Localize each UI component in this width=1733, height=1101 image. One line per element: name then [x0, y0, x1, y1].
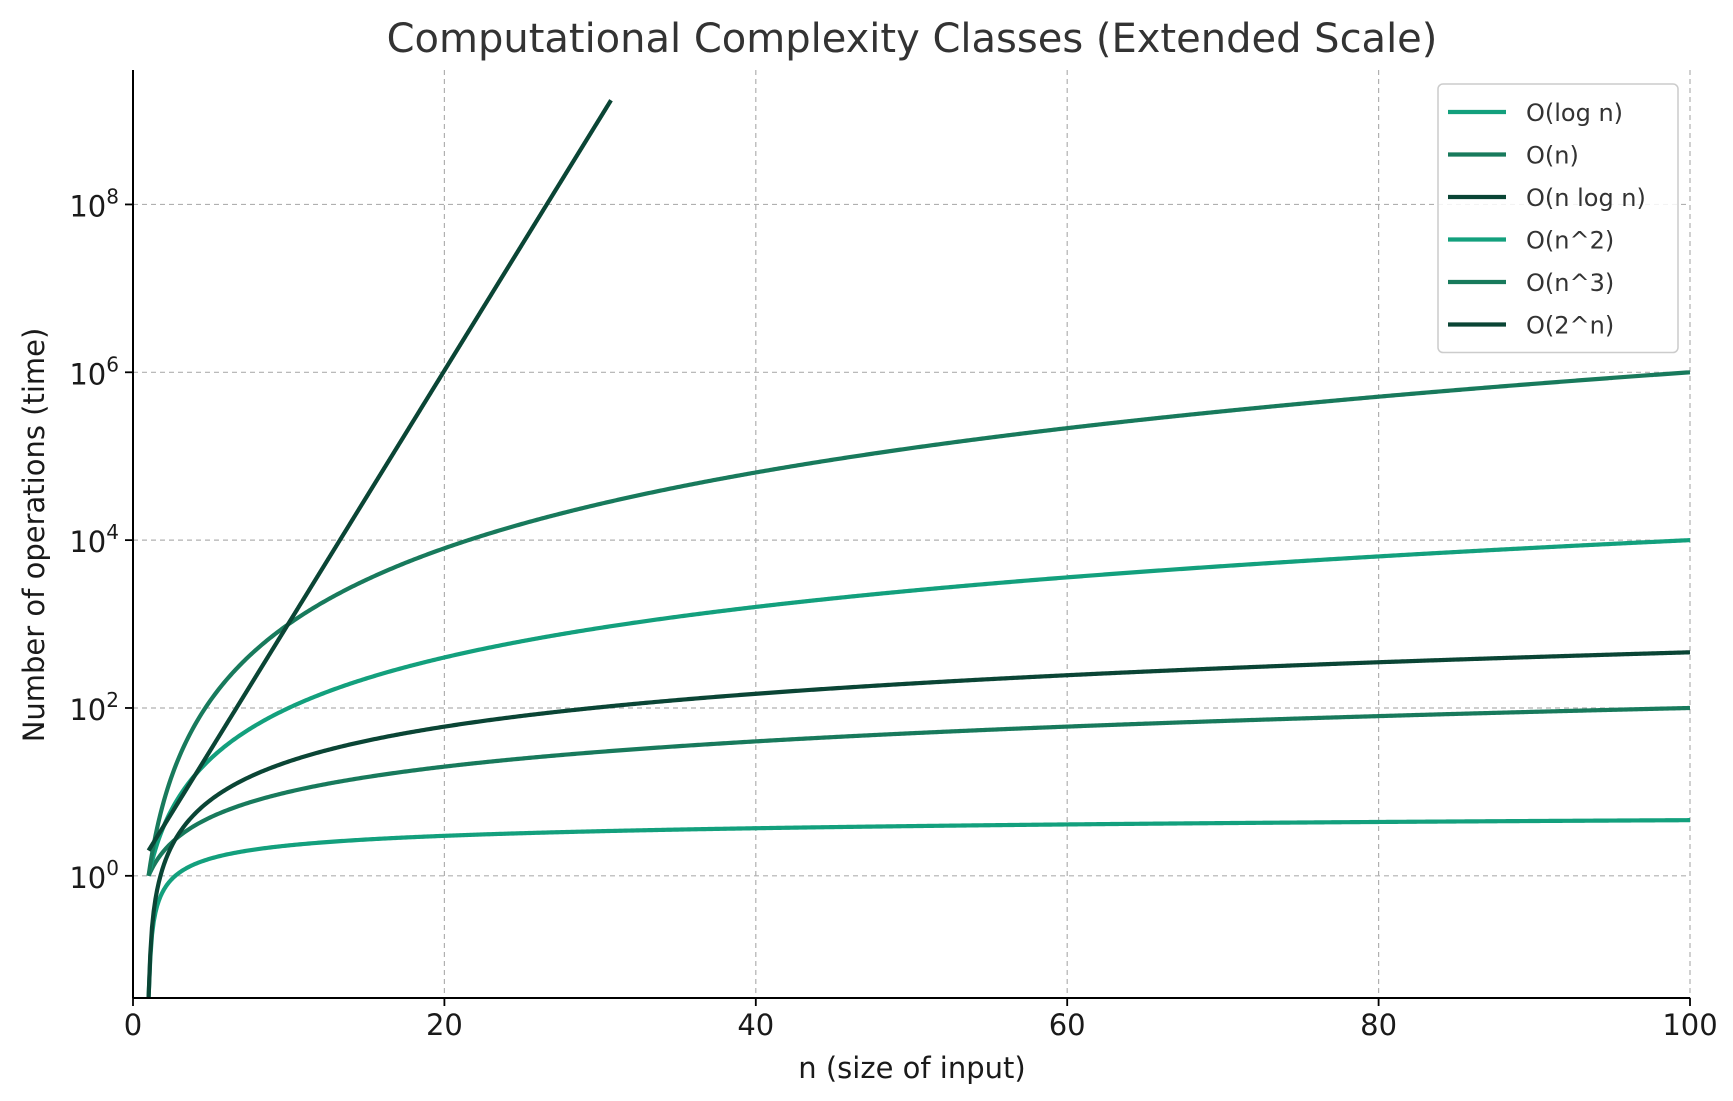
axes: [132, 70, 1690, 999]
legend-label: O(2^n): [1526, 312, 1614, 340]
legend-label: O(log n): [1526, 99, 1623, 127]
y-tick-label: 108: [69, 184, 119, 223]
legend-frame: [1437, 83, 1679, 354]
y-axis-label: Number of operations (time): [17, 328, 51, 743]
legend-label: O(n^3): [1526, 269, 1614, 297]
y-tick-label: 100: [69, 856, 119, 895]
y-tick-label: 104: [69, 520, 119, 559]
chart-title: Computational Complexity Classes (Extend…: [387, 16, 1438, 62]
y-tick-label: 106: [69, 352, 119, 391]
legend-label: O(n log n): [1526, 184, 1646, 212]
x-tick-label: 80: [1360, 1008, 1397, 1042]
series-line-4: [146, 538, 1691, 877]
x-tick-label: 20: [426, 1008, 463, 1042]
series-line-3: [146, 650, 1691, 999]
x-tick-label: 0: [124, 1008, 142, 1042]
series-line-5: [146, 370, 1691, 877]
tick-labels: 0 20 40 60 80 100 100 102 104 106 108: [69, 184, 1717, 1042]
x-axis-label: n (size of input): [798, 1051, 1025, 1085]
x-tick-label: 40: [737, 1008, 774, 1042]
legend-label: O(n^2): [1526, 227, 1614, 255]
series-line-2: [146, 705, 1691, 877]
x-tick-label: 100: [1662, 1008, 1717, 1042]
series-line-1: [146, 818, 1691, 999]
y-tick-label: 102: [69, 688, 119, 727]
legend: O(log n) O(n) O(n log n) O(n^2) O(n^3) O(2^n): [1437, 83, 1679, 354]
grid-lines: [133, 70, 1691, 998]
legend-label: O(n): [1526, 142, 1579, 170]
series-line-6: [146, 98, 613, 852]
x-tick-label: 60: [1049, 1008, 1086, 1042]
data-series: [146, 98, 1691, 999]
